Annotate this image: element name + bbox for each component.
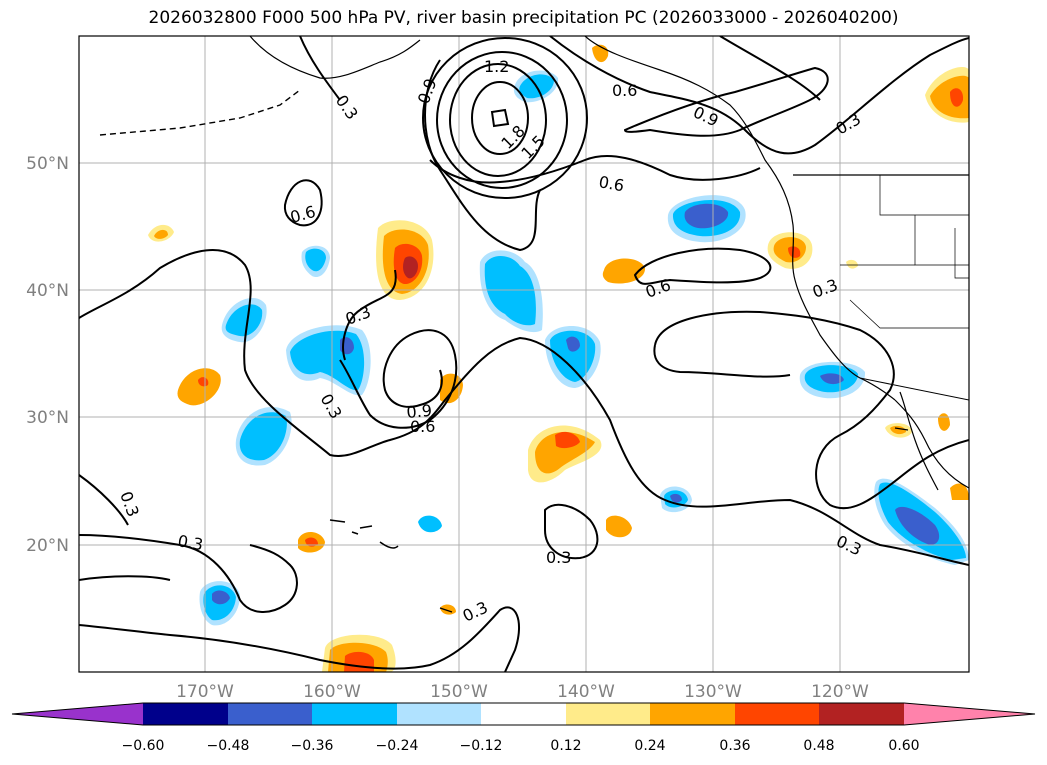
colorbar-tick-label: 0.48: [803, 738, 834, 754]
colorbar-tick-label: −0.48: [207, 738, 250, 754]
contour-label: 0.3: [176, 531, 204, 554]
positive-patch-northeast: [925, 67, 969, 123]
colorbar: [11, 702, 1036, 726]
lat-axis-labels: 50°N 40°N 30°N 20°N: [26, 154, 69, 556]
lat-label: 40°N: [26, 281, 69, 301]
positive-patch-small-10: [846, 259, 858, 269]
contour-label: 0.9: [406, 401, 433, 422]
contour-label: 1.2: [484, 57, 509, 76]
negative-patch-mid: [545, 326, 601, 388]
graticule: [79, 36, 969, 672]
contour-labels: 1.2 1.8 1.5 0.9 0.3 0.6 0.9 0.3 0.6 0.6 …: [116, 57, 864, 626]
colorbar-bin: [819, 703, 904, 725]
positive-patch-central: [376, 220, 434, 300]
positive-patch-small-3: [606, 515, 632, 538]
lon-label: 150°W: [430, 682, 488, 702]
contour-label: 0.3: [810, 275, 840, 302]
negative-patch-pacific: [667, 195, 746, 243]
contour-label: 0.9: [414, 76, 441, 106]
negative-patch-southwest: [235, 406, 292, 466]
colorbar-tick-label: −0.36: [291, 738, 334, 754]
colorbar-bin: [650, 703, 735, 725]
colorbar-bin: [143, 703, 228, 725]
colorbar-bin: [566, 703, 650, 725]
lat-label: 30°N: [26, 408, 69, 428]
positive-patch-west: [177, 368, 221, 406]
lon-label: 130°W: [684, 682, 742, 702]
precipitation-patches: [148, 44, 969, 672]
positive-patch-small-5: [592, 44, 609, 63]
colorbar-tick-label: 0.12: [550, 738, 581, 754]
contour-label: 0.3: [833, 109, 865, 138]
negative-patch-south: [199, 581, 240, 626]
contour-label: 0.3: [343, 302, 373, 329]
colorbar-bin: [397, 703, 481, 725]
positive-patch-coast: [767, 232, 813, 269]
negative-patch-central: [479, 250, 543, 333]
lon-label: 160°W: [303, 682, 361, 702]
colorbar-tick-label: −0.60: [122, 738, 165, 754]
positive-patch-mid: [602, 258, 646, 284]
colorbar-extend-right: [904, 703, 1035, 725]
lon-axis-labels: 170°W 160°W 150°W 140°W 130°W 120°W: [176, 682, 869, 702]
coastlines: [99, 36, 969, 613]
colorbar-ticks: −0.60 −0.48 −0.36 −0.24 −0.12 0.12 0.24 …: [122, 738, 920, 754]
negative-patch-small-3: [418, 515, 442, 533]
colorbar-tick-label: −0.24: [376, 738, 419, 754]
lon-label: 140°W: [557, 682, 615, 702]
negative-patch-west: [286, 325, 371, 396]
lon-label: 120°W: [811, 682, 869, 702]
colorbar-bin: [481, 703, 566, 725]
colorbar-tick-label: 0.24: [634, 738, 665, 754]
colorbar-bin: [735, 703, 819, 725]
negative-patch-coast: [799, 361, 866, 399]
lat-label: 50°N: [26, 154, 69, 174]
contour-label: 0.6: [597, 172, 625, 195]
pv-contours: [79, 36, 969, 672]
lat-label: 20°N: [26, 536, 69, 556]
positive-patch-small-7: [938, 413, 950, 431]
contour-label: 0.3: [460, 598, 491, 626]
colorbar-bin: [312, 703, 397, 725]
lon-label: 170°W: [176, 682, 234, 702]
negative-patch-southeast: [874, 478, 969, 565]
colorbar-bin: [228, 703, 312, 725]
contour-label: 0.9: [690, 102, 721, 130]
plot-frame: [78, 35, 970, 673]
contour-label: 0.6: [410, 417, 435, 436]
positive-patch-subtropic: [528, 425, 602, 483]
map-title: 2026032800 F000 500 hPa PV, river basin …: [148, 8, 899, 28]
positive-patch-small-8: [950, 483, 969, 500]
negative-patch-far-west: [221, 297, 267, 343]
colorbar-tick-label: 0.36: [719, 738, 750, 754]
colorbar-outline: [11, 702, 1036, 726]
colorbar-tick-label: 0.60: [888, 738, 919, 754]
colorbar-extend-left: [12, 703, 143, 725]
contour-label: 0.3: [546, 548, 571, 567]
positive-patch-small-1: [440, 373, 463, 404]
contour-label: 0.6: [612, 81, 637, 100]
positive-patch-small-9: [440, 604, 456, 615]
colorbar-tick-label: −0.12: [460, 738, 503, 754]
